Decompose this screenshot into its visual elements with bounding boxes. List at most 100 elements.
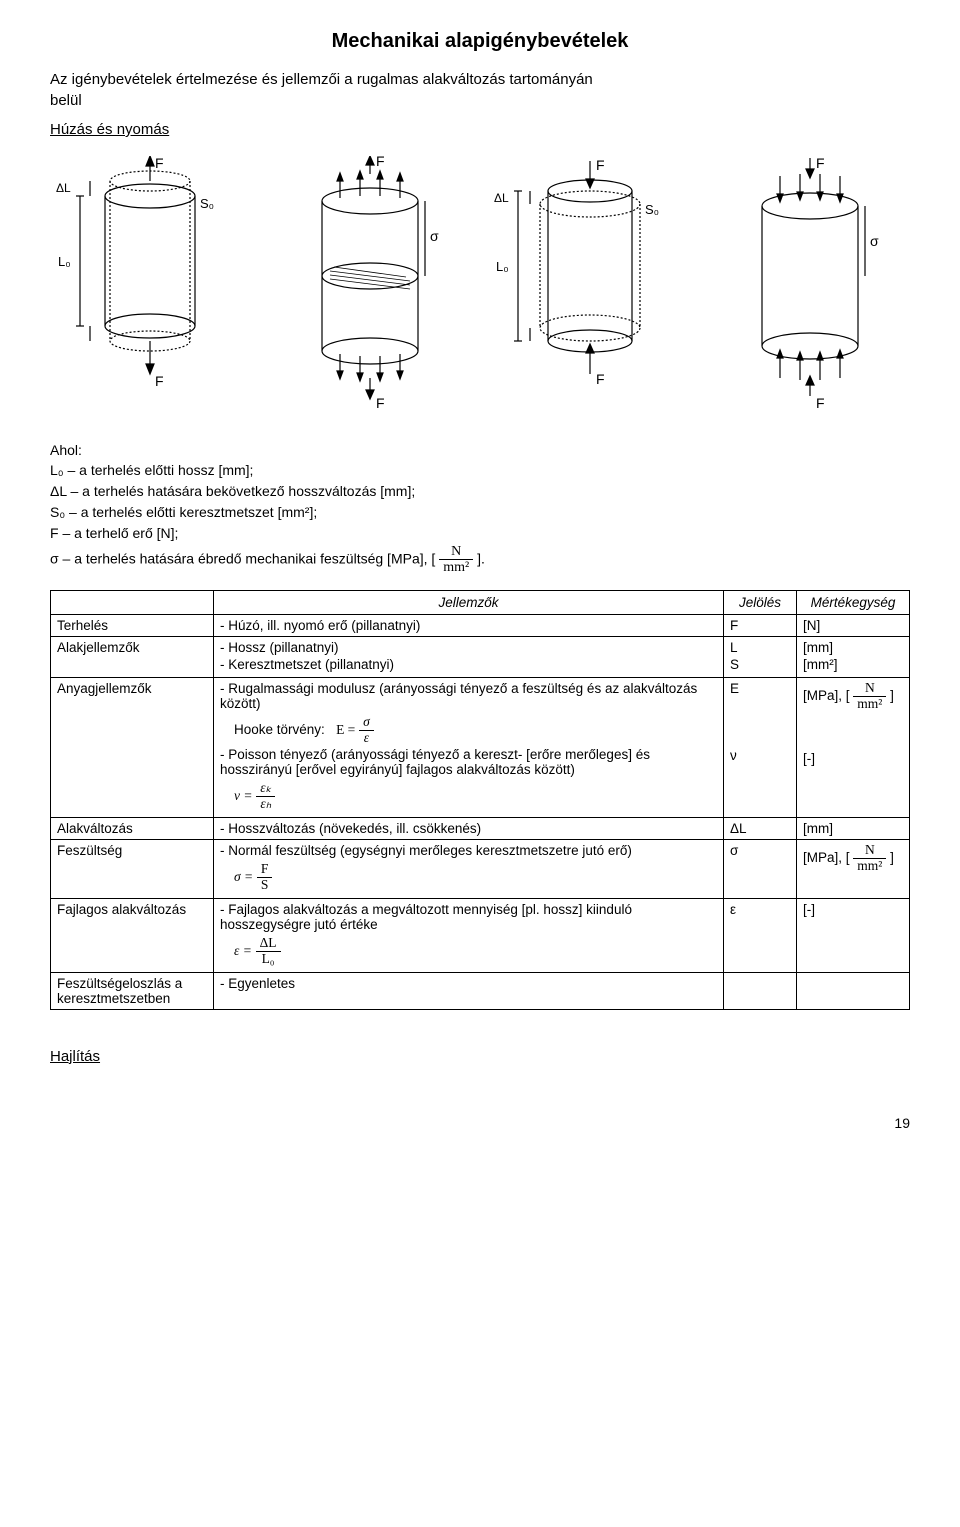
cell-anyag-c3b: ν	[730, 748, 790, 763]
anyag-c4a-pre: [MPa], [	[803, 688, 850, 703]
fig3-label-L0: L₀	[496, 259, 509, 274]
row-feszult: Feszültség - Normál feszültség (egységny…	[51, 840, 910, 899]
th-empty	[51, 590, 214, 614]
cell-feszeloszlas-c3	[724, 972, 797, 1009]
cell-feszult-c2: - Normál feszültség (egységnyi merőleges…	[214, 840, 724, 899]
def-sigma-num: N	[439, 544, 473, 560]
fig3-label-F-bot: F	[596, 371, 605, 387]
cell-fajlagos-c3: ε	[724, 898, 797, 972]
nu-den: εₕ	[256, 797, 275, 812]
page-number: 19	[50, 1115, 910, 1131]
cell-alakvalt-c4: [mm]	[797, 818, 910, 840]
cell-alakjell-c2a: - Hossz (pillanatnyi)	[220, 640, 717, 655]
nu-num: εₖ	[256, 781, 275, 797]
fig2-label-F-bot: F	[376, 395, 385, 411]
cell-feszeloszlas-c2: - Egyenletes	[214, 972, 724, 1009]
anyag-c4a-den: mm²	[853, 697, 886, 712]
fig4-label-F-bot: F	[816, 395, 825, 411]
cell-fajlagos-c4: [-]	[797, 898, 910, 972]
fig2-label-sigma: σ	[430, 228, 439, 244]
section-heading-hajlitas: Hajlítás	[50, 1048, 910, 1065]
figure-compression-stress: F F σ	[710, 156, 910, 416]
feszult-c4-post: ]	[890, 850, 894, 865]
cell-anyag-c2: - Rugalmassági modulusz (arányossági tén…	[214, 677, 724, 817]
row-alakvalt: Alakváltozás - Hosszváltozás (növekedés,…	[51, 818, 910, 840]
cell-anyag-c2c: - Poisson tényező (arányossági tényező a…	[220, 747, 717, 777]
def-dL: ΔL – a terhelés hatására bekövetkező hos…	[50, 481, 910, 502]
cell-feszult-c3: σ	[724, 840, 797, 899]
cell-fajlagos-c2a: - Fajlagos alakváltozás a megváltozott m…	[220, 902, 717, 932]
fig3-label-dL: ΔL	[494, 191, 509, 205]
cell-alakjell-c2: - Hossz (pillanatnyi) - Keresztmetszet (…	[214, 636, 724, 677]
hooke-lhs: E =	[336, 722, 355, 737]
th-jellemzok: Jellemzők	[214, 590, 724, 614]
cell-terheles-c2: - Húzó, ill. nyomó erő (pillanatnyi)	[214, 614, 724, 636]
fig-label-S0: S₀	[200, 196, 214, 211]
cell-feszult-c2a: - Normál feszültség (egységnyi merőleges…	[220, 843, 717, 858]
fig-label-dL1: ΔL	[56, 181, 71, 195]
figure-compression: F F L₀ ΔL S₀	[490, 156, 690, 416]
fig-label-F-bot: F	[155, 373, 164, 389]
cell-anyag-c2a: - Rugalmassági modulusz (arányossági tén…	[220, 681, 717, 711]
section-heading-huzas: Húzás és nyomás	[50, 121, 910, 138]
cell-feszeloszlas-c1: Feszültségeloszlás a keresztmetszetben	[51, 972, 214, 1009]
feszult-c4-pre: [MPa], [	[803, 850, 850, 865]
cell-alakvalt-c1: Alakváltozás	[51, 818, 214, 840]
sig-den: S	[257, 878, 273, 893]
cell-terheles-c3: F	[724, 614, 797, 636]
anyag-c4a-post: ]	[890, 688, 894, 703]
page-title: Mechanikai alapigénybevételek	[50, 30, 910, 53]
feszult-c4-num: N	[853, 843, 886, 859]
cell-alakjell-c4b: [mm²]	[803, 657, 903, 672]
def-F: F – a terhelő erő [N];	[50, 523, 910, 544]
hooke-den: ε	[359, 731, 374, 746]
ahol-label: Ahol:	[50, 442, 910, 458]
sig-lhs: σ =	[234, 869, 253, 884]
row-anyag: Anyagjellemzők - Rugalmassági modulusz (…	[51, 677, 910, 817]
feszult-c4-den: mm²	[853, 859, 886, 874]
cell-terheles-c4: [N]	[797, 614, 910, 636]
row-terheles: Terhelés - Húzó, ill. nyomó erő (pillana…	[51, 614, 910, 636]
intro-line-1: Az igénybevételek értelmezése és jellemz…	[50, 71, 910, 88]
fig4-label-sigma: σ	[870, 233, 879, 249]
nu-lhs: ν =	[234, 788, 252, 803]
row-fajlagos: Fajlagos alakváltozás - Fajlagos alakvál…	[51, 898, 910, 972]
cell-alakjell-c3a: L	[730, 640, 790, 655]
cell-alakvalt-c2: - Hosszváltozás (növekedés, ill. csökken…	[214, 818, 724, 840]
hooke-pre: Hooke törvény:	[234, 722, 325, 737]
row-feszeloszlas: Feszültségeloszlás a keresztmetszetben -…	[51, 972, 910, 1009]
th-mertek: Mértékegység	[797, 590, 910, 614]
anyag-c4b: [-]	[803, 751, 903, 766]
definitions: L₀ – a terhelés előtti hossz [mm]; ΔL – …	[50, 460, 910, 576]
def-sigma-pre: σ – a terhelés hatására ébredő mechanika…	[50, 551, 435, 567]
properties-table: Jellemzők Jelölés Mértékegység Terhelés …	[50, 590, 910, 1010]
cell-terheles-c1: Terhelés	[51, 614, 214, 636]
cell-alakjell-c3b: S	[730, 657, 790, 672]
figure-row: F F L₀ ΔL S₀	[50, 156, 910, 416]
cell-alakjell-c3: L S	[724, 636, 797, 677]
sig-num: F	[257, 862, 273, 878]
def-S0: S₀ – a terhelés előtti keresztmetszet [m…	[50, 502, 910, 523]
fig2-label-F-top: F	[376, 156, 385, 169]
row-alakjell: Alakjellemzők - Hossz (pillanatnyi) - Ke…	[51, 636, 910, 677]
fig4-label-F-top: F	[816, 156, 825, 171]
cell-alakvalt-c3: ΔL	[724, 818, 797, 840]
fig-label-F-top: F	[155, 156, 164, 171]
hooke-num: σ	[359, 715, 374, 731]
cell-anyag-c3: E ν	[724, 677, 797, 817]
fig3-label-S0: S₀	[645, 202, 659, 217]
def-L0: L₀ – a terhelés előtti hossz [mm];	[50, 460, 910, 481]
def-sigma-den: mm²	[439, 560, 473, 575]
cell-anyag-c3a: E	[730, 681, 790, 696]
cell-feszeloszlas-c4	[797, 972, 910, 1009]
figure-tension-stress: F F σ	[270, 156, 470, 416]
eps-num: ΔL	[256, 936, 281, 952]
cell-feszult-c4: [MPa], [ N mm² ]	[797, 840, 910, 899]
cell-alakjell-c4: [mm] [mm²]	[797, 636, 910, 677]
fig3-label-F-top: F	[596, 157, 605, 173]
intro-line-2: belül	[50, 92, 910, 109]
cell-anyag-c1: Anyagjellemzők	[51, 677, 214, 817]
fig-label-L0: L₀	[58, 254, 71, 269]
eps-den: L₀	[256, 952, 281, 967]
th-jeloles: Jelölés	[724, 590, 797, 614]
